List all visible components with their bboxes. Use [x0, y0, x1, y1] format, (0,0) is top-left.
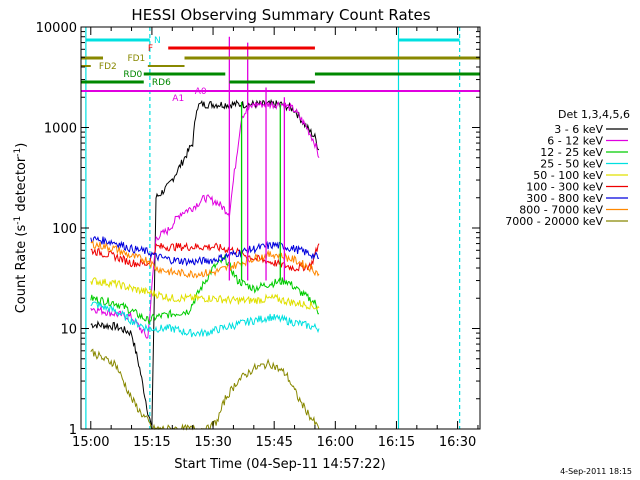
legend-label-s2: 6 - 12 keV [547, 135, 603, 148]
legend-title: Det 1,3,4,5,6 [558, 108, 630, 121]
legend-label-s6: 100 - 300 keV [526, 181, 603, 194]
flag-label-n: N [154, 36, 161, 46]
x-tick-label: 16:15 [378, 435, 415, 450]
x-tick-label: 15:30 [194, 435, 231, 450]
x-tick-label: 15:00 [72, 435, 109, 450]
legend-label-s5: 50 - 100 keV [533, 169, 603, 182]
y-tick-label: 10 [60, 323, 77, 338]
x-tick-label: 15:15 [133, 435, 170, 450]
legend-label-s1: 3 - 6 keV [554, 123, 603, 136]
legend-label-s9: 7000 - 20000 keV [505, 215, 603, 228]
legend-label-s8: 800 - 7000 keV [519, 204, 603, 217]
series-line-s4 [90, 300, 320, 338]
legend-label-s4: 25 - 50 keV [540, 158, 603, 171]
series-line-s2 [90, 100, 320, 339]
x-tick-label: 15:45 [255, 435, 292, 450]
y-axis-label: Count Rate (s-1 detector-1) [13, 143, 29, 314]
x-tick-label: 16:30 [439, 435, 476, 450]
y-tick-label: 1 [69, 423, 77, 438]
series-line-s5 [90, 277, 320, 311]
y-tick-label: 10000 [36, 21, 77, 36]
series-line-s6 [90, 241, 320, 272]
series-line-s8 [90, 239, 320, 279]
series-line-s1 [90, 98, 320, 426]
y-tick-label: 1000 [44, 122, 77, 137]
y-axis: 1 10 100 1000 10000 [36, 21, 480, 438]
flag-label-a0: A0 [195, 87, 207, 97]
flag-label-a1: A1 [172, 94, 184, 104]
x-axis: 15:00 15:15 15:30 15:45 16:00 16:15 16:30 [72, 27, 479, 450]
series-line-s3 [90, 254, 319, 325]
chart-title: HESSI Observing Summary Count Rates [131, 6, 430, 24]
flag-label-fd2: FD2 [99, 62, 117, 72]
flag-label-f: F [148, 44, 153, 54]
flag-label-rd0: RD0 [123, 70, 142, 80]
flag-label-fd1: FD1 [127, 54, 145, 64]
y-tick-label: 100 [52, 222, 77, 237]
series-line-s7 [90, 235, 320, 267]
footer-date: 4-Sep-2011 18:15 [560, 467, 632, 476]
x-tick-label: 16:00 [317, 435, 354, 450]
flag-label-rd6: RD6 [152, 78, 171, 88]
legend-label-s7: 300 - 800 keV [526, 192, 603, 205]
legend-label-s3: 12 - 25 keV [540, 146, 603, 159]
x-axis-label: Start Time (04-Sep-11 14:57:22) [174, 457, 385, 472]
